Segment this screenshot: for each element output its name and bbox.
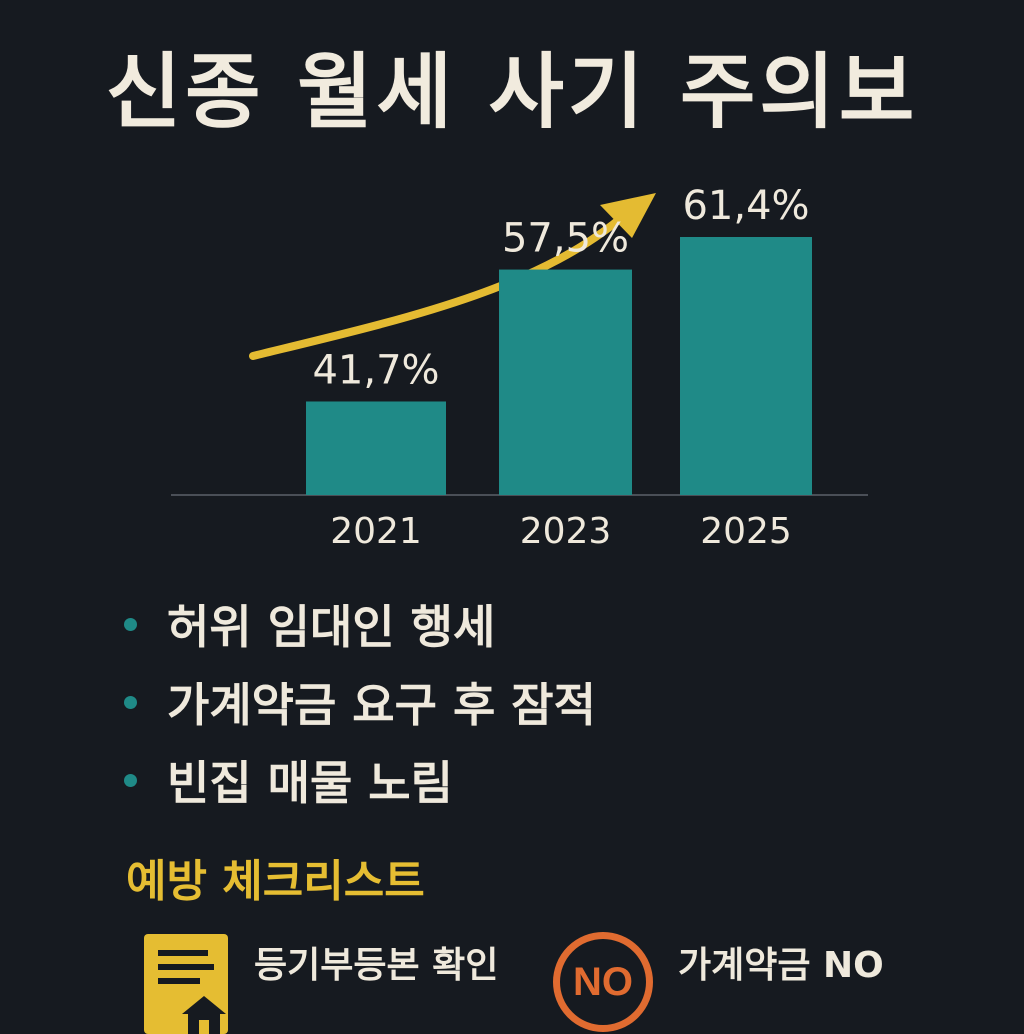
checklist-item-registry: 등기부등본 확인: [254, 945, 499, 986]
x-tick-label-2023: 2023: [520, 511, 612, 552]
no-badge-icon: NO: [553, 932, 653, 1032]
bullet-dot-icon: [124, 773, 137, 787]
list-item-text: 빈집 매물 노림: [167, 756, 453, 810]
list-item: 빈집 매물 노림: [124, 741, 596, 819]
bullet-dot-icon: [124, 695, 137, 709]
checklist-title: 예방 체크리스트: [126, 856, 425, 907]
bar-2023: [499, 269, 632, 495]
checklist-item-no-deposit: 가계약금 NO: [678, 945, 884, 986]
list-item-text: 가계약금 요구 후 잠적: [167, 678, 596, 732]
document-house-icon: [144, 934, 228, 1034]
no-badge-label: NO: [573, 959, 633, 1004]
list-item: 가계약금 요구 후 잠적: [124, 663, 596, 741]
warning-list: 허위 임대인 행세 가계약금 요구 후 잠적 빈집 매물 노림: [124, 585, 596, 819]
bar-2025: [680, 237, 812, 495]
trend-arrowhead-icon: [600, 193, 656, 238]
x-tick-label-2021: 2021: [330, 511, 422, 552]
data-label-2025: 61,4%: [682, 183, 809, 229]
bar-chart: 41,7% 2021 57,5% 2023 61,4% 2025: [171, 183, 868, 552]
data-label-2023: 57,5%: [502, 216, 629, 262]
x-tick-label-2025: 2025: [700, 511, 792, 552]
bullet-dot-icon: [124, 617, 137, 631]
list-item-text: 허위 임대인 행세: [167, 600, 496, 654]
list-item: 허위 임대인 행세: [124, 585, 596, 663]
data-label-2021: 41,7%: [312, 347, 439, 393]
trend-arrow: [249, 208, 632, 360]
page-title: 신종 월세 사기 주의보: [105, 45, 919, 140]
bar-2021: [306, 401, 446, 495]
